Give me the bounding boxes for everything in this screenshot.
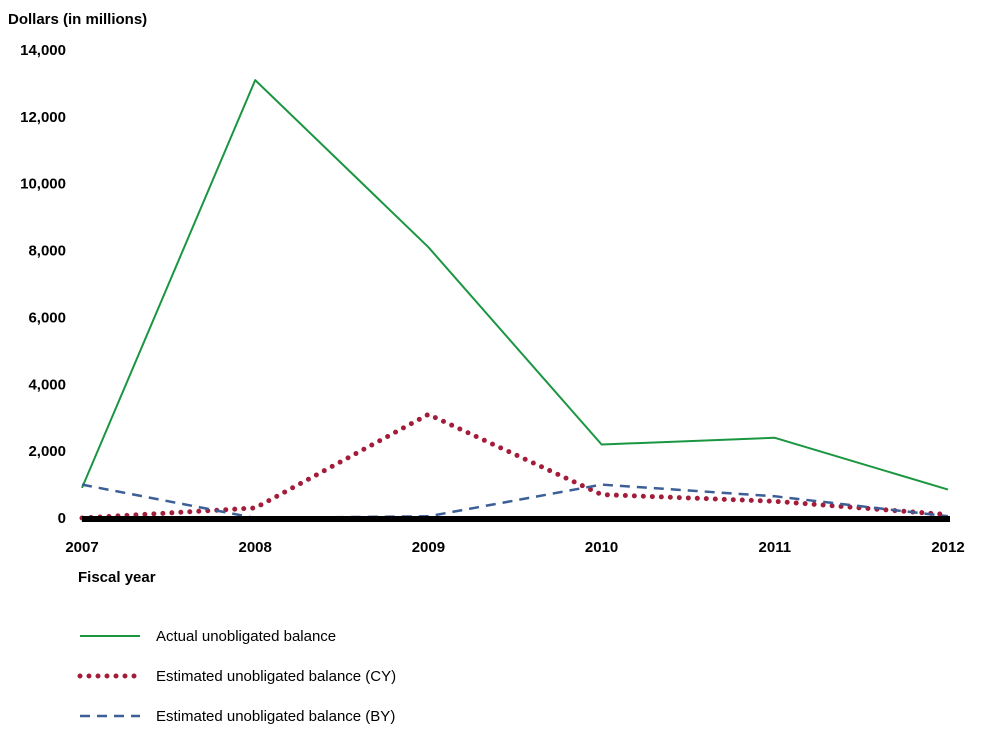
x-axis-title: Fiscal year xyxy=(78,569,156,586)
y-tick-labels: 0 2,000 4,000 6,000 8,000 10,000 12,000 14,000 xyxy=(20,42,66,527)
y-tick-label: 4,000 xyxy=(28,376,66,393)
y-tick-label: 12,000 xyxy=(20,109,66,126)
y-tick-label: 6,000 xyxy=(28,309,66,326)
series-line-2 xyxy=(79,411,951,521)
legend: Actual unobligated balance Estimated unob… xyxy=(77,628,396,725)
y-tick-label: 0 xyxy=(58,510,66,527)
legend-label-3: Estimated unobligated balance (BY) xyxy=(156,708,395,725)
x-tick-label: 2009 xyxy=(412,539,445,556)
legend-label-2: Estimated unobligated balance (CY) xyxy=(156,668,396,685)
y-tick-label: 2,000 xyxy=(28,443,66,460)
x-tick-label: 2012 xyxy=(931,539,964,556)
y-tick-label: 14,000 xyxy=(20,42,66,59)
x-tick-label: 2010 xyxy=(585,539,618,556)
y-tick-label: 10,000 xyxy=(20,176,66,193)
x-tick-labels: 2007 2008 2009 2010 2011 2012 xyxy=(65,539,964,556)
x-tick-label: 2007 xyxy=(65,539,98,556)
y-axis-title: Dollars (in millions) xyxy=(8,11,147,28)
y-tick-label: 8,000 xyxy=(28,243,66,260)
legend-label-1: Actual unobligated balance xyxy=(156,628,336,645)
series-line-1 xyxy=(81,79,949,491)
x-tick-label: 2011 xyxy=(759,539,792,556)
x-tick-label: 2008 xyxy=(239,539,272,556)
series-lines xyxy=(79,79,951,521)
series-line-3 xyxy=(81,483,949,520)
